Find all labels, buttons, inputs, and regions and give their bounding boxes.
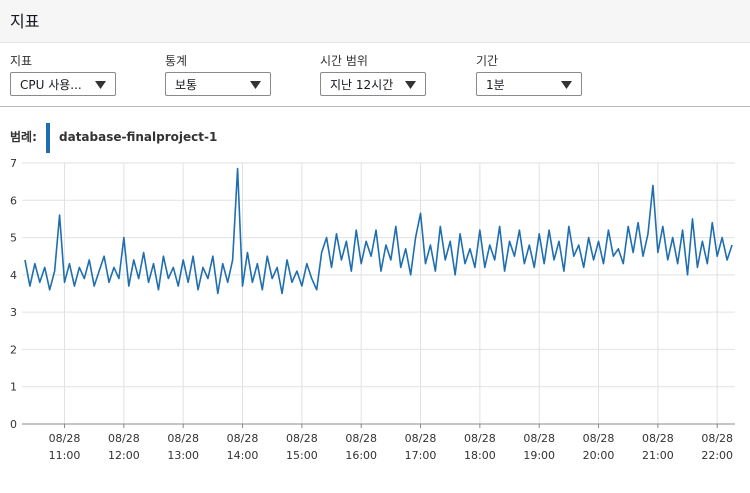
x-tick-label: 08/28	[49, 432, 81, 445]
x-tick-label: 08/28	[108, 432, 140, 445]
legend-swatch	[46, 123, 50, 153]
dropdown[interactable]: CPU 사용...	[10, 72, 116, 96]
x-tick-label: 08/28	[583, 432, 615, 445]
x-tick-label: 22:00	[701, 449, 733, 462]
x-tick-label: 13:00	[167, 449, 199, 462]
series-line	[24, 167, 733, 295]
x-tick-label: 11:00	[49, 449, 81, 462]
y-tick-label: 5	[10, 232, 17, 245]
dropdown[interactable]: 1분	[476, 72, 582, 96]
x-tick-label: 16:00	[345, 449, 377, 462]
x-tick-label: 15:00	[286, 449, 318, 462]
x-tick-label: 21:00	[642, 449, 674, 462]
control: 지표 CPU 사용...	[10, 52, 116, 96]
x-tick-label: 08/28	[167, 432, 199, 445]
x-tick-label: 12:00	[108, 449, 140, 462]
dropdown-arrow	[95, 81, 106, 89]
header: 지표	[0, 0, 750, 43]
dropdown-value: 지난 12시간	[330, 78, 394, 92]
x-tick-label: 08/28	[286, 432, 318, 445]
y-tick-label: 1	[10, 381, 17, 394]
dropdown-value: CPU 사용...	[20, 78, 82, 92]
x-tick-label: 20:00	[583, 449, 615, 462]
x-tick-label: 08/28	[345, 432, 377, 445]
y-tick-label: 7	[10, 157, 17, 170]
header-title: 지표	[10, 12, 40, 31]
dropdown-arrow	[561, 81, 572, 89]
x-tick-label: 08/28	[405, 432, 437, 445]
x-tick-label: 08/28	[642, 432, 674, 445]
control-label: 기간	[476, 54, 499, 68]
dropdown-value: 보통	[175, 78, 198, 92]
x-tick-label: 08/28	[701, 432, 733, 445]
control-label: 시간 범위	[320, 54, 368, 68]
y-tick-label: 0	[10, 418, 17, 431]
dropdown[interactable]: 보통	[165, 72, 271, 96]
dropdown-value: 1분	[486, 78, 505, 92]
x-tick-label: 18:00	[464, 449, 496, 462]
dropdown[interactable]: 지난 12시간	[320, 72, 426, 96]
x-tick-label: 08/28	[464, 432, 496, 445]
control-label: 지표	[10, 54, 33, 68]
y-tick-label: 6	[10, 194, 17, 207]
y-tick-label: 2	[10, 343, 17, 356]
legend-label: database-finalproject-1	[59, 130, 217, 144]
control: 기간 1분	[476, 52, 582, 96]
control-label: 통계	[165, 54, 188, 68]
chart: 범례: database-finalproject-1 0 1 2 3 4 5 6 7 08/28 1…	[10, 123, 735, 462]
x-tick-label: 17:00	[405, 449, 437, 462]
dropdown-arrow	[250, 81, 261, 89]
separator	[0, 106, 750, 107]
legend-title: 범례:	[10, 129, 37, 144]
x-tick-label: 08/28	[227, 432, 259, 445]
x-tick-label: 14:00	[227, 449, 259, 462]
dropdown-arrow	[405, 81, 416, 89]
x-tick-label: 19:00	[523, 449, 555, 462]
y-tick-label: 3	[10, 306, 17, 319]
y-tick-label: 4	[10, 269, 17, 282]
x-tick-label: 08/28	[523, 432, 555, 445]
